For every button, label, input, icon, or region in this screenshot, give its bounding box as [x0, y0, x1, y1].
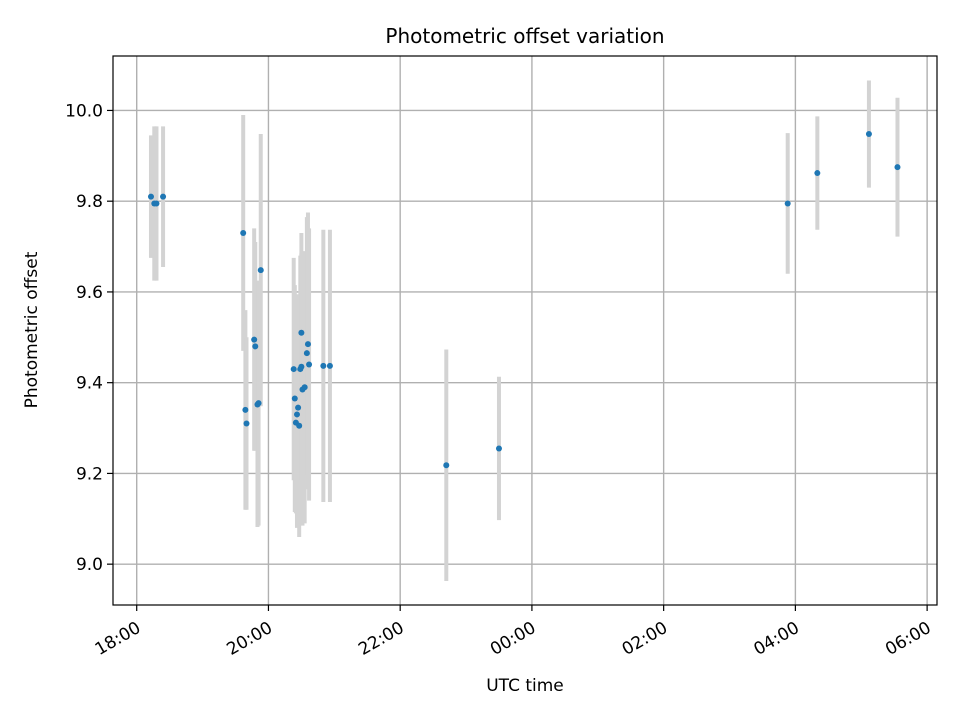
grid: [113, 56, 937, 605]
data-point: [291, 395, 298, 402]
plot-frame: [112, 55, 938, 606]
y-tick-label: 9.2: [76, 464, 103, 484]
data-point: [303, 350, 310, 357]
data-point: [243, 420, 250, 427]
data-points: [147, 131, 901, 469]
data-point: [296, 422, 303, 429]
data-point: [240, 229, 247, 236]
data-point: [147, 193, 154, 200]
data-point: [306, 361, 313, 368]
data-point: [814, 170, 821, 177]
data-point: [242, 406, 249, 413]
data-point: [290, 366, 297, 373]
data-point: [443, 462, 450, 469]
data-point: [298, 363, 305, 370]
x-axis-title: UTC time: [486, 676, 564, 696]
data-point: [153, 200, 160, 207]
data-point: [495, 445, 502, 452]
data-point: [326, 362, 333, 369]
data-point: [784, 200, 791, 207]
y-axis: 9.0 9.2 9.4 9.6 9.8 10.0: [65, 101, 113, 575]
y-tick-label: 9.6: [76, 283, 103, 303]
y-axis-title: Photometric offset: [22, 251, 42, 408]
y-tick-label: 9.8: [76, 192, 103, 212]
data-point: [865, 131, 872, 138]
data-point: [894, 164, 901, 171]
y-tick-label: 9.0: [76, 555, 103, 575]
data-point: [304, 341, 311, 348]
data-point: [251, 336, 258, 343]
data-point: [295, 404, 302, 411]
data-point: [160, 193, 167, 200]
data-point: [320, 362, 327, 369]
data-point: [301, 384, 308, 391]
y-tick-label: 10.0: [65, 101, 103, 121]
data-point: [298, 329, 305, 336]
data-point: [255, 400, 262, 407]
data-point: [257, 267, 264, 274]
chart-title: Photometric offset variation: [385, 24, 664, 48]
data-point: [252, 343, 259, 350]
data-point: [293, 411, 300, 418]
y-tick-label: 9.4: [76, 374, 103, 394]
